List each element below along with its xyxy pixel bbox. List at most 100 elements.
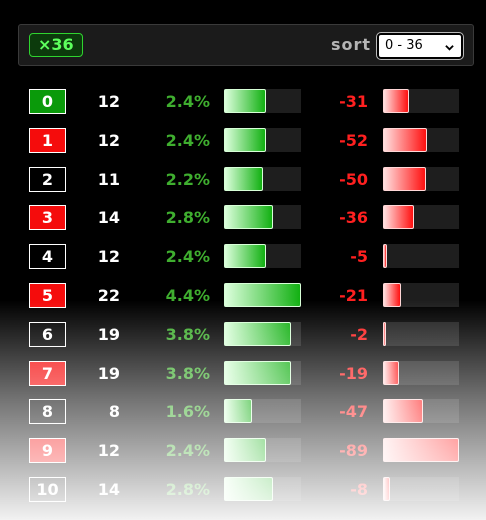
count-bar-fill [224, 244, 266, 269]
since-last-diff: -31 [339, 92, 368, 111]
hit-percent: 2.4% [165, 92, 210, 111]
stat-row: 1 12 2.4% -52 [0, 120, 486, 159]
hit-percent: 2.4% [165, 247, 210, 267]
since-last-diff: -5 [350, 247, 368, 267]
diff-bar-track [383, 244, 459, 269]
since-last-diff: -47 [339, 402, 368, 422]
diff-bar-fill [383, 282, 401, 307]
count-bar-fill [224, 89, 266, 113]
hit-percent: 2.4% [165, 441, 210, 461]
diff-bar-track [383, 360, 459, 385]
count-bar-track [224, 399, 301, 424]
number-box: 7 [29, 360, 66, 386]
number-box: 1 [29, 127, 66, 153]
diff-bar-track [383, 127, 459, 152]
count-bar-fill [224, 438, 266, 463]
count-bar-track [224, 89, 301, 113]
number-box: 10 [29, 476, 66, 502]
stat-row: 0 12 2.4% -31 [0, 81, 486, 120]
stat-row: 8 8 1.6% -47 [0, 391, 486, 430]
stat-row: 4 12 2.4% -5 [0, 236, 486, 275]
diff-bar-fill [383, 89, 409, 113]
count-bar-fill [224, 205, 273, 230]
hit-percent: 2.2% [165, 169, 210, 189]
hit-percent: 2.8% [165, 479, 210, 499]
hit-percent: 4.4% [165, 285, 210, 305]
diff-bar-fill [383, 399, 423, 424]
diff-bar-track [383, 321, 459, 346]
count-bar-fill [224, 476, 273, 501]
diff-bar-fill [383, 321, 386, 346]
diff-bar-track [383, 89, 459, 113]
count-bar-track [224, 244, 301, 269]
sort-select[interactable]: 0 - 36 [376, 32, 464, 60]
count-bar-fill [224, 321, 291, 346]
hit-count: 22 [97, 285, 120, 305]
diff-bar-track [383, 438, 459, 463]
since-last-diff: -8 [350, 479, 368, 499]
diff-bar-fill [383, 205, 414, 230]
hit-percent: 2.8% [165, 208, 210, 228]
diff-bar-track [383, 205, 459, 230]
diff-bar-fill [383, 127, 427, 152]
since-last-diff: -50 [339, 169, 368, 189]
count-bar-track [224, 321, 301, 346]
number-box: 0 [29, 89, 66, 114]
hit-percent: 2.4% [165, 130, 210, 150]
stat-row: 10 14 2.8% -8 [0, 469, 486, 508]
diff-bar-fill [383, 244, 387, 269]
count-bar-fill [224, 166, 263, 191]
hit-count: 19 [97, 363, 120, 383]
since-last-diff: -89 [339, 441, 368, 461]
stat-row: 7 19 3.8% -19 [0, 353, 486, 392]
diff-bar-track [383, 476, 459, 501]
hit-count: 11 [97, 169, 120, 189]
stat-row: 5 22 4.4% -21 [0, 275, 486, 314]
hit-count: 8 [108, 402, 120, 422]
hit-percent: 3.8% [165, 363, 210, 383]
since-last-diff: -36 [339, 208, 368, 228]
hit-count: 12 [97, 92, 120, 111]
count-bar-track [224, 360, 301, 385]
multiplier-badge: ×36 [29, 33, 83, 57]
since-last-diff: -52 [339, 130, 368, 150]
number-box: 8 [29, 399, 66, 425]
diff-bar-track [383, 282, 459, 307]
count-bar-track [224, 476, 301, 501]
number-box: 2 [29, 166, 66, 192]
count-bar-fill [224, 399, 252, 424]
hit-percent: 1.6% [165, 402, 210, 422]
count-bar-track [224, 282, 301, 307]
since-last-diff: -2 [350, 324, 368, 344]
diff-bar-fill [383, 476, 390, 501]
count-bar-track [224, 166, 301, 191]
diff-bar-fill [383, 360, 399, 385]
stat-row: 3 14 2.8% -36 [0, 197, 486, 236]
hit-count: 12 [97, 247, 120, 267]
hit-count: 19 [97, 324, 120, 344]
count-bar-fill [224, 282, 301, 307]
count-bar-fill [224, 127, 266, 152]
number-box: 3 [29, 205, 66, 231]
hit-count: 14 [97, 479, 120, 499]
hit-count: 12 [97, 130, 120, 150]
sort-label: sort [330, 35, 371, 54]
diff-bar-fill [383, 166, 426, 191]
number-box: 6 [29, 321, 66, 347]
number-box: 4 [29, 244, 66, 270]
stat-row: 2 11 2.2% -50 [0, 159, 486, 198]
diff-bar-track [383, 166, 459, 191]
since-last-diff: -19 [339, 363, 368, 383]
hit-count: 12 [97, 441, 120, 461]
count-bar-track [224, 127, 301, 152]
stat-row: 9 12 2.4% -89 [0, 430, 486, 469]
count-bar-track [224, 205, 301, 230]
count-bar-track [224, 438, 301, 463]
hit-percent: 3.8% [165, 324, 210, 344]
sort-select-value: 0 - 36 [385, 38, 423, 53]
number-box: 5 [29, 282, 66, 308]
hit-count: 14 [97, 208, 120, 228]
number-stats-list: 0 12 2.4% -31 1 12 2.4% -52 2 11 2.2% -50 3 14 2.8% -36… [0, 81, 486, 508]
number-box: 9 [29, 438, 66, 464]
count-bar-fill [224, 360, 291, 385]
